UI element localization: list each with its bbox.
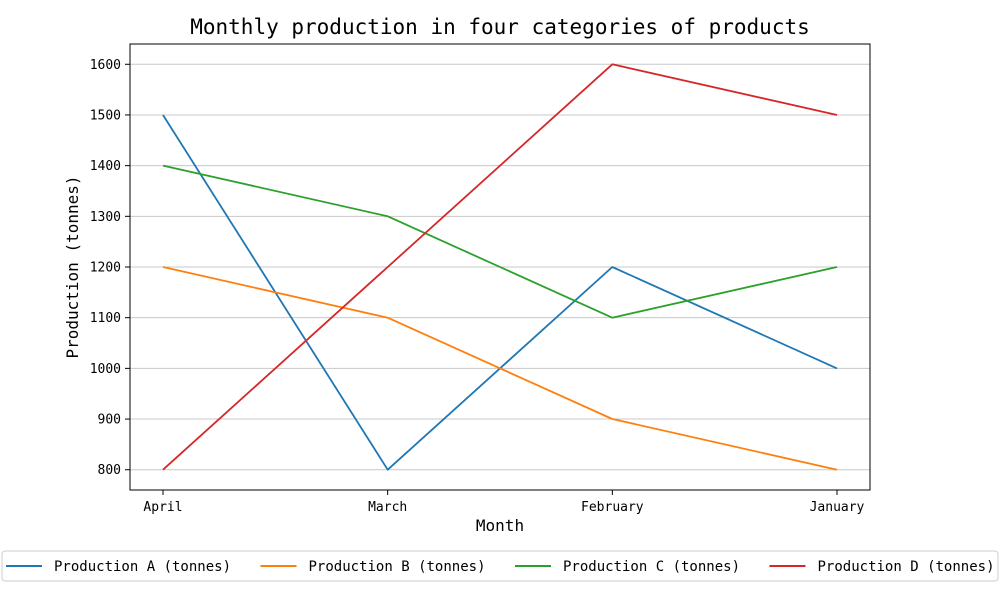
x-tick-label: January (810, 500, 865, 515)
y-tick-label: 900 (98, 413, 121, 428)
legend-box (1, 550, 999, 582)
y-tick-label: 1200 (90, 261, 121, 276)
legend: Production A (tonnes) Production B (tonne… (1, 550, 999, 582)
x-axis-label: Month (476, 516, 524, 535)
y-tick-label: 1500 (90, 108, 121, 123)
y-tick-label: 800 (98, 463, 121, 478)
legend-label: Production B (tonnes) (309, 559, 486, 575)
x-tick-label: March (368, 500, 407, 515)
x-axis: April March February January (143, 490, 865, 515)
series-line-c (162, 164, 838, 319)
chart-title: Monthly production in four categories of… (190, 15, 810, 39)
y-axis-label: Production (tonnes) (63, 175, 82, 358)
y-tick-label: 1600 (90, 58, 121, 73)
series-layer (162, 63, 838, 471)
legend-label: Production C (tonnes) (563, 559, 740, 575)
legend-label: Production A (tonnes) (54, 559, 231, 575)
y-tick-label: 1100 (90, 311, 121, 326)
legend-label: Production D (tonnes) (818, 559, 995, 575)
series-line-a (162, 114, 838, 471)
y-tick-label: 1400 (90, 159, 121, 174)
y-tick-label: 1300 (90, 210, 121, 225)
x-tick-label: April (143, 500, 182, 515)
y-axis: 800 900 1000 1100 1200 1300 1400 1500 1600 (90, 58, 130, 478)
series-line-d (162, 63, 838, 471)
y-tick-label: 1000 (90, 362, 121, 377)
x-tick-label: February (581, 500, 644, 515)
series-line-b (162, 266, 838, 471)
